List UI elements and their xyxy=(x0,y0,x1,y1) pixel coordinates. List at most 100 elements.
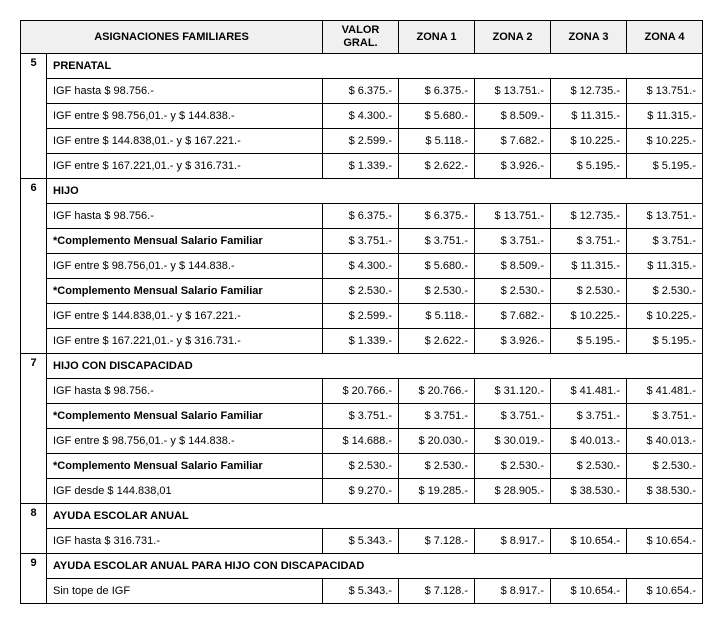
value-cell: $ 19.285.- xyxy=(399,479,475,504)
value-cell: $ 41.481.- xyxy=(551,379,627,404)
value-cell: $ 3.751.- xyxy=(475,229,551,254)
table-row: IGF entre $ 167.221,01.- y $ 316.731.-$ … xyxy=(21,154,703,179)
row-label: *Complemento Mensual Salario Familiar xyxy=(47,229,323,254)
value-cell: $ 6.375.- xyxy=(323,79,399,104)
table-row: IGF hasta $ 98.756.-$ 6.375.-$ 6.375.-$ … xyxy=(21,79,703,104)
section-title-cell: AYUDA ESCOLAR ANUAL PARA HIJO CON DISCAP… xyxy=(47,554,703,579)
section-number: 5 xyxy=(21,54,47,179)
value-cell: $ 2.622.- xyxy=(399,329,475,354)
row-label: IGF entre $ 98.756,01.- y $ 144.838.- xyxy=(47,429,323,454)
header-row: ASIGNACIONES FAMILIARES VALOR GRAL. ZONA… xyxy=(21,21,703,54)
value-cell: $ 40.013.- xyxy=(627,429,703,454)
value-cell: $ 20.766.- xyxy=(399,379,475,404)
value-cell: $ 4.300.- xyxy=(323,104,399,129)
section-title-cell: HIJO xyxy=(47,179,703,204)
value-cell: $ 6.375.- xyxy=(399,79,475,104)
row-label: *Complemento Mensual Salario Familiar xyxy=(47,454,323,479)
table-row: IGF entre $ 98.756,01.- y $ 144.838.-$ 4… xyxy=(21,254,703,279)
value-cell: $ 6.375.- xyxy=(399,204,475,229)
section-title-row: 5PRENATAL xyxy=(21,54,703,79)
asignaciones-table: ASIGNACIONES FAMILIARES VALOR GRAL. ZONA… xyxy=(20,20,703,604)
value-cell: $ 2.530.- xyxy=(399,279,475,304)
value-cell: $ 10.225.- xyxy=(627,129,703,154)
value-cell: $ 10.225.- xyxy=(551,129,627,154)
table-row: *Complemento Mensual Salario Familiar$ 2… xyxy=(21,279,703,304)
row-label: Sin tope de IGF xyxy=(47,579,323,604)
table-row: IGF entre $ 98.756,01.- y $ 144.838.-$ 4… xyxy=(21,104,703,129)
value-cell: $ 31.120.- xyxy=(475,379,551,404)
table-row: IGF hasta $ 98.756.-$ 6.375.-$ 6.375.-$ … xyxy=(21,204,703,229)
section-number: 8 xyxy=(21,504,47,554)
section-title-row: 6HIJO xyxy=(21,179,703,204)
value-cell: $ 3.751.- xyxy=(475,404,551,429)
value-cell: $ 41.481.- xyxy=(627,379,703,404)
value-cell: $ 8.509.- xyxy=(475,104,551,129)
table-row: Sin tope de IGF$ 5.343.-$ 7.128.-$ 8.917… xyxy=(21,579,703,604)
value-cell: $ 3.751.- xyxy=(399,229,475,254)
value-cell: $ 7.682.- xyxy=(475,304,551,329)
value-cell: $ 9.270.- xyxy=(323,479,399,504)
row-label: IGF hasta $ 316.731.- xyxy=(47,529,323,554)
section-title-row: 7HIJO CON DISCAPACIDAD xyxy=(21,354,703,379)
value-cell: $ 2.530.- xyxy=(475,279,551,304)
value-cell: $ 2.622.- xyxy=(399,154,475,179)
value-cell: $ 20.766.- xyxy=(323,379,399,404)
row-label: IGF entre $ 144.838,01.- y $ 167.221.- xyxy=(47,129,323,154)
table-row: IGF entre $ 144.838,01.- y $ 167.221.-$ … xyxy=(21,129,703,154)
value-cell: $ 8.917.- xyxy=(475,529,551,554)
value-cell: $ 11.315.- xyxy=(551,104,627,129)
value-cell: $ 5.118.- xyxy=(399,304,475,329)
value-cell: $ 1.339.- xyxy=(323,154,399,179)
table-row: IGF entre $ 144.838,01.- y $ 167.221.- $ … xyxy=(21,304,703,329)
value-cell: $ 5.680.- xyxy=(399,104,475,129)
table-row: IGF hasta $ 316.731.-$ 5.343.-$ 7.128.-$… xyxy=(21,529,703,554)
section-title-cell: HIJO CON DISCAPACIDAD xyxy=(47,354,703,379)
section-title-row: 9AYUDA ESCOLAR ANUAL PARA HIJO CON DISCA… xyxy=(21,554,703,579)
section-number: 6 xyxy=(21,179,47,354)
value-cell: $ 7.682.- xyxy=(475,129,551,154)
value-cell: $ 14.688.- xyxy=(323,429,399,454)
value-cell: $ 2.530.- xyxy=(399,454,475,479)
value-cell: $ 13.751.- xyxy=(475,204,551,229)
section-title-row: 8AYUDA ESCOLAR ANUAL xyxy=(21,504,703,529)
value-cell: $ 3.926.- xyxy=(475,329,551,354)
value-cell: $ 4.300.- xyxy=(323,254,399,279)
value-cell: $ 13.751.- xyxy=(627,79,703,104)
value-cell: $ 10.225.- xyxy=(551,304,627,329)
value-cell: $ 5.343.- xyxy=(323,579,399,604)
row-label: IGF entre $ 167.221,01.- y $ 316.731.- xyxy=(47,154,323,179)
section-number: 7 xyxy=(21,354,47,504)
value-cell: $ 10.654.- xyxy=(627,579,703,604)
value-cell: $ 5.195.- xyxy=(627,329,703,354)
header-col-zona4: ZONA 4 xyxy=(627,21,703,54)
value-cell: $ 8.509.- xyxy=(475,254,551,279)
value-cell: $ 3.751.- xyxy=(323,229,399,254)
value-cell: $ 38.530.- xyxy=(551,479,627,504)
value-cell: $ 11.315.- xyxy=(551,254,627,279)
value-cell: $ 12.735.- xyxy=(551,204,627,229)
value-cell: $ 5.195.- xyxy=(551,154,627,179)
header-col-zona1: ZONA 1 xyxy=(399,21,475,54)
header-col-zona3: ZONA 3 xyxy=(551,21,627,54)
value-cell: $ 5.195.- xyxy=(551,329,627,354)
value-cell: $ 2.530.- xyxy=(551,454,627,479)
value-cell: $ 2.530.- xyxy=(323,454,399,479)
value-cell: $ 2.530.- xyxy=(627,279,703,304)
value-cell: $ 12.735.- xyxy=(551,79,627,104)
value-cell: $ 3.751.- xyxy=(551,404,627,429)
value-cell: $ 2.530.- xyxy=(627,454,703,479)
value-cell: $ 2.599.- xyxy=(323,129,399,154)
value-cell: $ 3.751.- xyxy=(399,404,475,429)
value-cell: $ 3.926.- xyxy=(475,154,551,179)
value-cell: $ 30.019.- xyxy=(475,429,551,454)
value-cell: $ 10.654.- xyxy=(627,529,703,554)
value-cell: $ 2.530.- xyxy=(475,454,551,479)
header-col-zona2: ZONA 2 xyxy=(475,21,551,54)
row-label: IGF entre $ 144.838,01.- y $ 167.221.- xyxy=(47,304,323,329)
value-cell: $ 20.030.- xyxy=(399,429,475,454)
value-cell: $ 13.751.- xyxy=(475,79,551,104)
value-cell: $ 10.654.- xyxy=(551,579,627,604)
section-title-cell: AYUDA ESCOLAR ANUAL xyxy=(47,504,703,529)
value-cell: $ 3.751.- xyxy=(323,404,399,429)
value-cell: $ 28.905.- xyxy=(475,479,551,504)
